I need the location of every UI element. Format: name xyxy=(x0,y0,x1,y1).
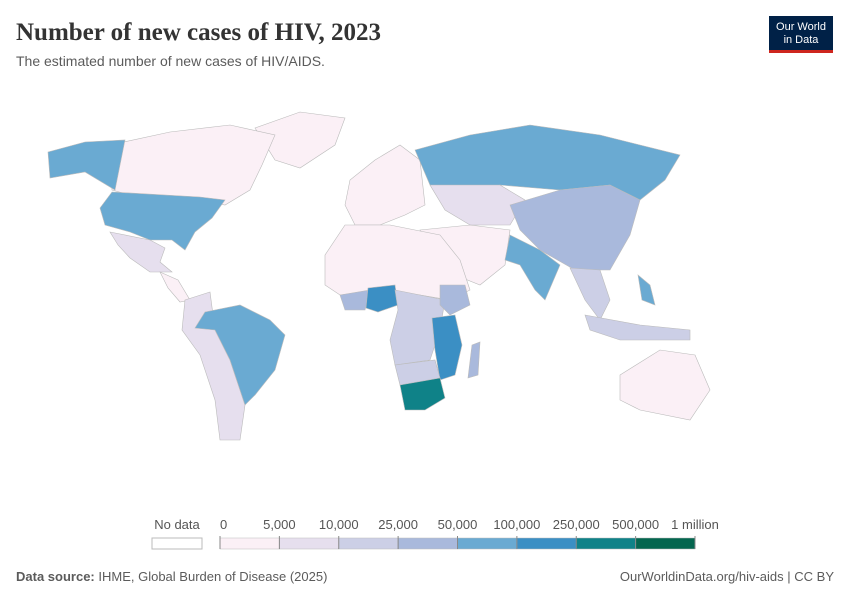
east-africa xyxy=(431,314,463,381)
brazil xyxy=(194,304,286,406)
legend-bin xyxy=(338,537,399,550)
legend-bin xyxy=(397,537,458,550)
usa xyxy=(99,191,226,251)
no-data-label: No data xyxy=(154,517,200,532)
legend-bin xyxy=(576,537,636,550)
legend-tick-label: 25,000 xyxy=(378,517,418,532)
url[interactable]: OurWorldinData.org/hiv-aids | CC BY xyxy=(620,569,834,584)
nigeria xyxy=(365,284,399,313)
legend-bin xyxy=(219,537,280,550)
philippines xyxy=(637,274,656,306)
logo-text: in Data xyxy=(784,34,820,46)
source-label: Data source: xyxy=(16,569,95,584)
title: Number of new cases of HIV, 2023 xyxy=(16,19,381,46)
legend-tick-label: 5,000 xyxy=(263,517,296,532)
legend: No data 0 5,000 10,000 25,000 50,000 100,000 2… xyxy=(151,517,719,550)
legend-tick-label: 500,000 xyxy=(612,517,659,532)
mexico xyxy=(109,231,173,273)
legend-tick-label: 250,000 xyxy=(553,517,600,532)
source: Data source: IHME, Global Burden of Dise… xyxy=(16,569,327,584)
logo-bar xyxy=(769,50,833,53)
indonesia xyxy=(584,314,691,341)
europe xyxy=(344,144,426,226)
china xyxy=(509,184,641,271)
central-america xyxy=(159,271,191,303)
ethiopia xyxy=(439,284,471,316)
india xyxy=(504,234,561,301)
australia xyxy=(619,349,711,421)
logo-box xyxy=(769,16,833,50)
legend-bin xyxy=(279,537,339,550)
legend-tick-label: 0 xyxy=(220,517,227,532)
legend-bin xyxy=(516,537,577,550)
central-asia xyxy=(429,184,526,226)
alaska xyxy=(47,139,126,191)
legend-bin xyxy=(635,537,696,550)
legend-bin xyxy=(457,537,518,550)
southeast-asia xyxy=(569,267,611,321)
no-data-swatch xyxy=(151,537,203,550)
legend-tick-label: 100,000 xyxy=(493,517,540,532)
source-text: IHME, Global Burden of Disease (2025) xyxy=(98,569,327,584)
africa-west xyxy=(339,289,371,311)
legend-tick-label: 1 million xyxy=(671,517,719,532)
subtitle: The estimated number of new cases of HIV… xyxy=(16,53,325,69)
madagascar xyxy=(467,341,481,379)
greenland xyxy=(254,111,346,169)
south-africa xyxy=(399,377,446,411)
world-map xyxy=(47,111,711,441)
logo-text: Our World xyxy=(776,21,826,33)
logo[interactable]: Our World in Data xyxy=(769,16,833,53)
legend-tick-label: 10,000 xyxy=(319,517,359,532)
legend-tick-label: 50,000 xyxy=(438,517,478,532)
